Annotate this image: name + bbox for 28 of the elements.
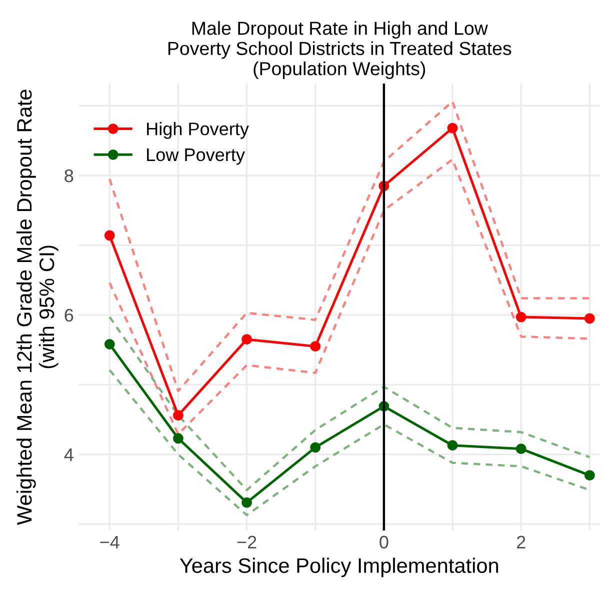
point: [584, 470, 595, 481]
point: [516, 444, 526, 454]
point: [447, 440, 458, 451]
line-series: [108, 100, 591, 392]
point: [584, 313, 595, 324]
point: [173, 410, 184, 421]
line-series: [108, 316, 591, 492]
point: [104, 230, 115, 241]
point: [447, 122, 458, 134]
y-axis-title: Weighted Mean 12th Grade Male Dropout Rate (with 95% CI): [16, 90, 58, 525]
x-axis-title: Years Since Policy Implementation: [180, 558, 498, 578]
y-tick-label: 4: [64, 448, 74, 461]
point: [173, 433, 184, 444]
y-tick-label: 6: [64, 308, 74, 322]
x-tick-label: 2: [516, 536, 526, 548]
point: [242, 497, 252, 508]
point: [104, 339, 115, 350]
x-tick-label: −2: [237, 536, 256, 548]
y-tick-label: 8: [64, 169, 74, 182]
point: [310, 442, 321, 453]
legend-label: Low Poverty: [147, 148, 245, 165]
legend-label: High Poverty: [147, 122, 249, 139]
x-tick-label: −4: [100, 536, 120, 548]
point: [242, 334, 252, 345]
x-tick-label: 0: [380, 536, 388, 549]
point: [310, 341, 321, 352]
point: [516, 312, 526, 322]
chart-title: Male Dropout Rate in High and Low Poverty School Districts in Treated States (Population Weights): [168, 21, 512, 79]
